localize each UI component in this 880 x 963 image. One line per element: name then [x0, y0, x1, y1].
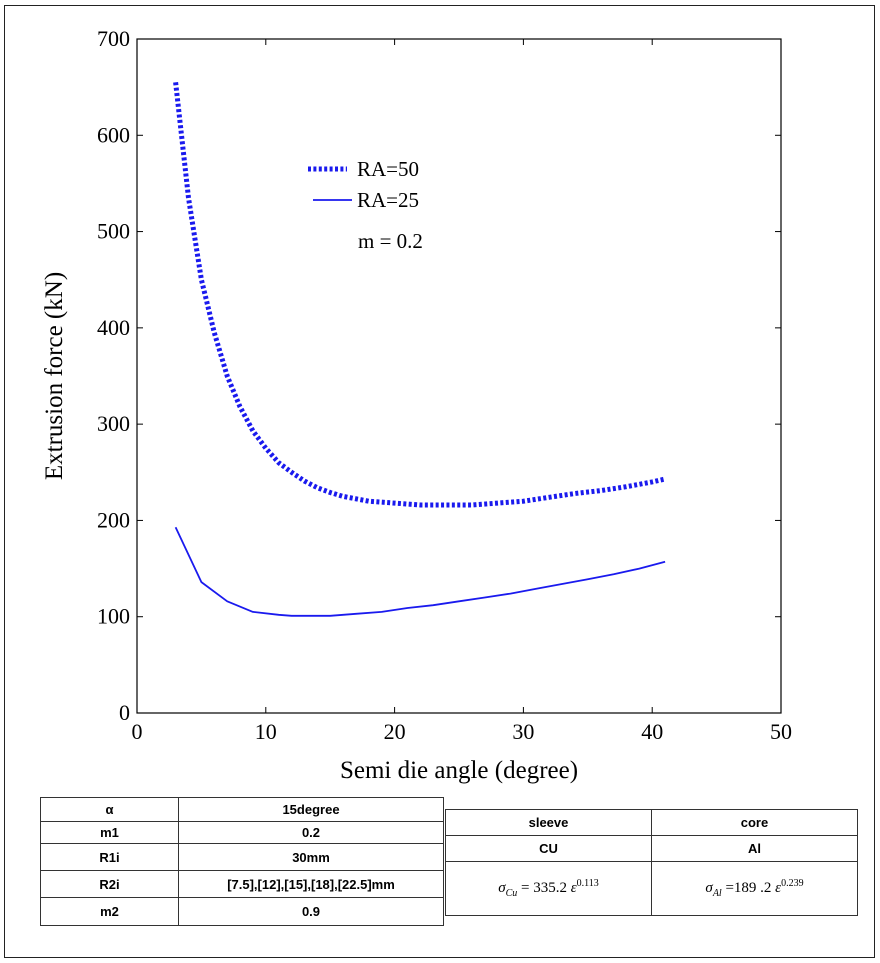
x-tick-label: 10	[255, 719, 277, 744]
legend-label-ra25: RA=25	[357, 188, 419, 212]
y-tick-label: 100	[97, 604, 130, 629]
x-tick-label: 20	[384, 719, 406, 744]
header-core: core	[651, 809, 858, 836]
series-layer	[173, 82, 666, 617]
subscript-al: Al	[712, 888, 722, 899]
flow-stress-equation-cu: σCu = 335.2 ε0.113	[445, 861, 652, 916]
param-key: m1	[40, 821, 179, 844]
param-value: 15degree	[178, 797, 444, 822]
y-tick-label: 600	[97, 122, 130, 147]
x-tick-label: 40	[641, 719, 663, 744]
legend-label-ra50: RA=50	[357, 157, 419, 181]
param-key: m2	[40, 897, 179, 926]
sigma-symbol: σ	[705, 880, 713, 896]
series-line-ra-25	[174, 526, 666, 617]
equation-coefficient: =189 .2	[725, 880, 772, 896]
param-value: 30mm	[178, 843, 444, 871]
y-tick-label: 200	[97, 507, 130, 532]
epsilon-symbol: ε	[775, 880, 782, 896]
subscript-cu: Cu	[505, 888, 518, 899]
table-row: R1i 30mm	[40, 843, 444, 871]
equation-coefficient: = 335.2	[521, 880, 567, 896]
param-value: 0.9	[178, 897, 444, 926]
y-tick-label: 700	[97, 26, 130, 51]
table-row: m2 0.9	[40, 897, 444, 926]
header-sleeve: sleeve	[445, 809, 652, 836]
series-line-ra-50	[173, 82, 666, 508]
table-row: sleeve core	[445, 809, 858, 836]
param-value: [7.5],[12],[15],[18],[22.5]mm	[178, 870, 444, 898]
x-tick-label: 30	[512, 719, 534, 744]
param-key: R2i	[40, 870, 179, 898]
parameters-table: α 15degree m1 0.2 R1i 30mm R2i [7.5],[12…	[40, 797, 444, 926]
y-tick-label: 0	[119, 700, 130, 725]
table-row: α 15degree	[40, 797, 444, 822]
y-tick-label: 500	[97, 219, 130, 244]
plot-area	[136, 38, 782, 714]
material-table: sleeve core CU Al σCu = 335.2 ε0.113 σAl…	[445, 809, 858, 916]
param-key: α	[40, 797, 179, 822]
param-key: R1i	[40, 843, 179, 871]
table-row: R2i [7.5],[12],[15],[18],[22.5]mm	[40, 870, 444, 898]
x-tick-label: 50	[770, 719, 792, 744]
legend-note: m = 0.2	[358, 229, 423, 253]
exponent-cu: 0.113	[576, 878, 599, 889]
y-axis-ticks: 0 100 200 300 400 500 600 700	[97, 26, 781, 725]
param-value: 0.2	[178, 821, 444, 844]
legend: RA=50 RA=25 m = 0.2	[308, 157, 423, 253]
epsilon-symbol: ε	[570, 880, 577, 896]
table-row: m1 0.2	[40, 821, 444, 844]
table-row: CU Al	[445, 835, 858, 862]
exponent-al: 0.239	[781, 878, 804, 889]
sigma-symbol: σ	[498, 880, 506, 896]
x-axis-ticks: 0 10 20 30 40 50	[132, 39, 792, 744]
material-sleeve: CU	[445, 835, 652, 862]
y-tick-label: 400	[97, 315, 130, 340]
table-row: σCu = 335.2 ε0.113 σAl =189 .2 ε0.239	[445, 861, 858, 916]
extrusion-force-chart: 0 100 200 300 400 500 600 700 0 10 20 30 40 50 Extru…	[41, 26, 792, 784]
flow-stress-equation-al: σAl =189 .2 ε0.239	[651, 861, 858, 916]
x-tick-label: 0	[132, 719, 143, 744]
y-axis-label: Extrusion force (kN)	[41, 272, 68, 480]
material-core: Al	[651, 835, 858, 862]
y-tick-label: 300	[97, 411, 130, 436]
x-axis-label: Semi die angle (degree)	[340, 757, 578, 784]
